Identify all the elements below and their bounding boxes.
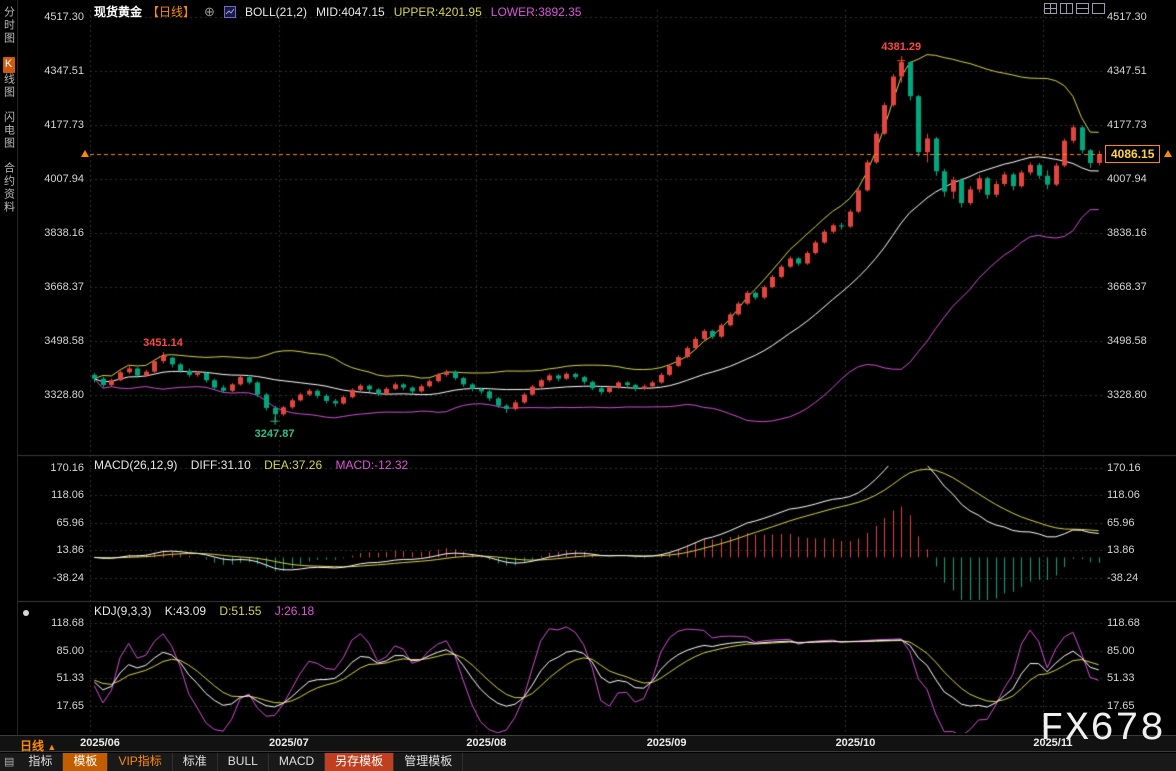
kdj-j-value: J:26.18	[274, 604, 315, 618]
symbol-name: 现货黄金	[94, 5, 143, 19]
kdj-label: KDJ(9,3,3)	[94, 604, 152, 618]
kdj-axis-label-right: 51.33	[1107, 672, 1135, 685]
panel-marker-icon[interactable]	[23, 610, 29, 616]
macd-label: MACD(26,12,9)	[94, 458, 178, 472]
macd-hist-value: MACD:-12.32	[335, 458, 409, 472]
price-annotation: 4381.29	[881, 41, 922, 54]
price-axis-label-left: 3328.80	[44, 388, 84, 401]
sidebar-item-contract-info[interactable]: 合约资料	[2, 162, 15, 214]
kdj-axis-label-left: 118.68	[51, 617, 84, 630]
price-axis-label-left: 4177.73	[44, 118, 84, 131]
kdj-axis-label-left: 85.00	[56, 644, 84, 657]
price-axis-label-right: 3668.37	[1107, 280, 1147, 293]
price-axis-label-left: 4007.94	[44, 172, 84, 185]
macd-dea-value: DEA:37.26	[264, 458, 323, 472]
bottom-toolbar: ▤ 指标 模板 VIP指标 标准 BULL MACD 另存模板 管理模板	[0, 753, 1176, 771]
kdj-k-value: K:43.09	[164, 604, 207, 618]
macd-axis-label-right: 170.16	[1107, 462, 1141, 475]
macd-axis-label-right: -38.24	[1107, 571, 1139, 584]
macd-axis-label-left: -38.24	[52, 571, 84, 584]
left-sidebar: 分时图 K线图 闪电图 合约资料	[0, 0, 18, 735]
price-axis-label-right: 3328.80	[1107, 388, 1147, 401]
macd-axis-label-right: 13.86	[1107, 544, 1135, 557]
crosshair-icon[interactable]: ⊕	[204, 3, 215, 19]
sidebar-item-kline-rest: 线图	[2, 73, 15, 99]
macd-axis-label-left: 13.86	[56, 544, 84, 557]
tab-bull[interactable]: BULL	[218, 753, 269, 771]
date-label: 2025/11	[1033, 737, 1073, 749]
price-axis-label-right: 4347.51	[1107, 64, 1147, 77]
price-axis-label-left: 4517.30	[44, 10, 84, 23]
kdj-axis-label-left: 17.65	[56, 699, 84, 712]
date-label: 2025/07	[268, 737, 309, 749]
date-label: 2025/08	[466, 737, 507, 749]
date-label: 2025/06	[80, 737, 120, 749]
fx678-watermark: FX678	[1040, 707, 1166, 752]
chart-header: 现货黄金 【日线】 ⊕ BOLL(21,2) MID:4047.15 UPPER…	[94, 3, 590, 20]
mini-chart-icon[interactable]	[223, 5, 236, 18]
sidebar-item-kline-chart[interactable]: K线图	[1, 57, 17, 99]
kdj-d-value: D:51.55	[219, 604, 262, 618]
k-badge: K	[2, 57, 15, 73]
price-axis-label-left: 3668.37	[44, 280, 84, 293]
kdj-axis-label-right: 17.65	[1107, 699, 1135, 712]
tab-standard[interactable]: 标准	[173, 753, 218, 771]
macd-caption-row: MACD(26,12,9) DIFF:31.10 DEA:37.26 MACD:…	[94, 458, 418, 472]
price-axis-label-right: 3838.16	[1107, 226, 1147, 239]
sidebar-item-time-chart[interactable]: 分时图	[2, 6, 15, 45]
tab-template[interactable]: 模板	[63, 753, 109, 771]
layout-vertical-split-icon[interactable]	[1060, 3, 1073, 14]
kdj-axis-label-right: 85.00	[1107, 644, 1135, 657]
price-axis-label-right: 4007.94	[1107, 172, 1147, 185]
macd-axis-label-left: 118.06	[51, 489, 84, 502]
layout-horizontal-split-icon[interactable]	[1076, 3, 1089, 14]
tab-save-template[interactable]: 另存模板	[325, 753, 395, 771]
layout-quad-icon[interactable]	[1044, 3, 1057, 14]
price-annotation: 3451.14	[143, 337, 183, 350]
macd-diff-value: DIFF:31.10	[190, 458, 251, 472]
price-axis-label-left: 3838.16	[44, 226, 84, 239]
price-axis-label-left: 3498.58	[44, 334, 84, 347]
price-axis-label-left: 4347.51	[44, 64, 84, 77]
date-label: 2025/09	[646, 737, 687, 749]
boll-mid-value: MID:4047.15	[315, 4, 385, 19]
date-label: 2025/10	[835, 737, 876, 749]
price-marker-right-icon	[1164, 150, 1172, 158]
period-tag[interactable]: 【日线】	[147, 5, 196, 19]
macd-axis-label-left: 170.16	[50, 462, 84, 475]
current-price-tag: 4086.15	[1105, 145, 1161, 164]
kdj-axis-label-left: 51.33	[56, 672, 84, 685]
tab-indicator[interactable]: 指标	[18, 753, 64, 771]
layout-single-icon[interactable]	[1092, 3, 1105, 14]
date-axis[interactable]: 日线 ▲	[0, 735, 1176, 754]
window-layout-icons	[1044, 3, 1105, 14]
period-text: 日线	[20, 739, 45, 753]
tab-macd[interactable]: MACD	[269, 753, 326, 771]
boll-upper-value: UPPER:4201.95	[393, 4, 482, 19]
kdj-caption-row: KDJ(9,3,3) K:43.09 D:51.55 J:26.18	[94, 604, 324, 618]
price-marker-left-icon	[81, 150, 89, 158]
tab-vip-indicator[interactable]: VIP指标	[108, 753, 173, 771]
tab-manage-template[interactable]: 管理模板	[394, 753, 464, 771]
boll-label: BOLL(21,2)	[244, 4, 307, 19]
price-axis-label-right: 4517.30	[1107, 10, 1147, 23]
macd-axis-label-right: 65.96	[1107, 516, 1135, 529]
macd-axis-label-right: 118.06	[1107, 489, 1140, 502]
price-annotation: 3247.87	[254, 427, 295, 440]
period-arrow-icon: ▲	[47, 742, 57, 752]
price-axis-label-right: 3498.58	[1107, 334, 1147, 347]
boll-lower-value: LOWER:3892.35	[490, 4, 582, 19]
kdj-axis-label-right: 118.68	[1107, 617, 1140, 630]
price-axis-label-right: 4177.73	[1107, 118, 1147, 131]
macd-axis-label-left: 65.96	[56, 516, 84, 529]
indicator-list-icon[interactable]: ▤	[4, 756, 15, 768]
period-label[interactable]: 日线 ▲	[20, 737, 56, 754]
sidebar-item-lightning-chart[interactable]: 闪电图	[2, 111, 15, 150]
